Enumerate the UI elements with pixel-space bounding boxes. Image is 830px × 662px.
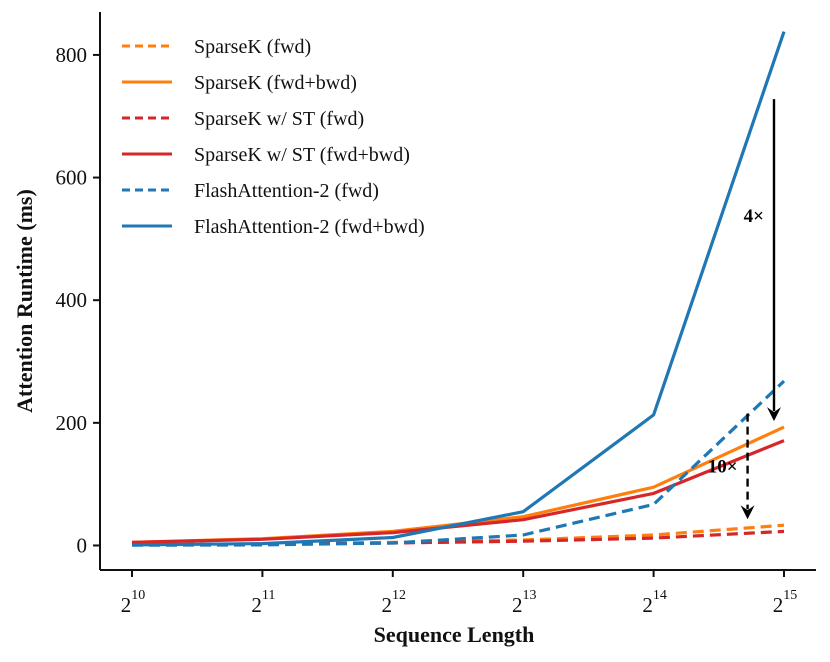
arrow-head xyxy=(740,505,755,520)
legend-label: FlashAttention-2 (fwd) xyxy=(194,180,379,202)
speedup-annotations: 4× 10× xyxy=(708,99,781,520)
y-axis-title: Attention Runtime (ms) xyxy=(12,189,37,413)
legend: SparseK (fwd) SparseK (fwd+bwd) SparseK w/… xyxy=(122,36,425,238)
y-tick-label: 400 xyxy=(56,288,88,312)
x-tick-label: 214 xyxy=(642,588,667,617)
y-tick-label: 600 xyxy=(56,166,88,190)
x-tick-label: 215 xyxy=(773,588,798,617)
series-line-flashattention-2-fwd xyxy=(131,379,786,547)
legend-label: SparseK (fwd+bwd) xyxy=(194,72,357,94)
x-axis-ticks: 210 211 212 213 214 215 xyxy=(121,570,798,617)
series-line-flashattention-2-fwd-bwd xyxy=(131,31,786,547)
legend-label: SparseK w/ ST (fwd) xyxy=(194,108,364,130)
series-lines xyxy=(131,31,786,547)
x-axis-title: Sequence Length xyxy=(374,622,535,647)
x-tick-label: 211 xyxy=(251,588,275,617)
speedup-label: 4× xyxy=(744,206,764,227)
y-tick-label: 200 xyxy=(56,411,88,435)
y-tick-label: 0 xyxy=(77,533,88,557)
legend-label: SparseK w/ ST (fwd+bwd) xyxy=(194,144,410,166)
x-tick-label: 210 xyxy=(121,588,146,617)
speedup-label: 10× xyxy=(708,456,738,477)
x-tick-label: 212 xyxy=(382,588,407,617)
x-tick-label: 213 xyxy=(512,588,537,617)
legend-label: FlashAttention-2 (fwd+bwd) xyxy=(194,216,425,238)
series-line-sparsek-w-st-fwd-bwd xyxy=(131,439,785,544)
arrow-head xyxy=(767,407,781,422)
y-tick-label: 800 xyxy=(56,43,88,67)
y-axis-ticks: 0 200 400 600 800 xyxy=(56,43,100,557)
legend-label: SparseK (fwd) xyxy=(194,36,311,58)
